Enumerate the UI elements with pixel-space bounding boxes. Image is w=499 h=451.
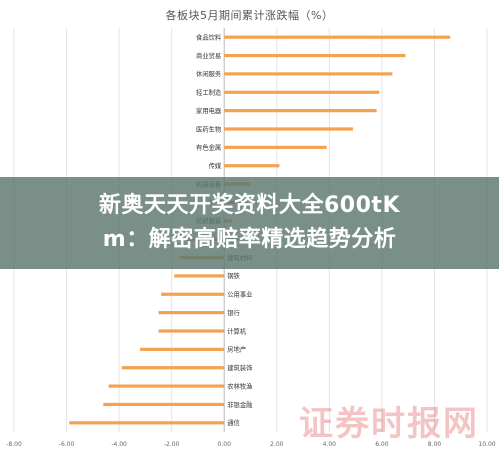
category-label: 轻工制造	[196, 88, 222, 97]
bar	[69, 421, 225, 425]
bar	[224, 145, 327, 149]
category-label: 通信	[227, 418, 240, 427]
x-tick-label: 0.00	[218, 441, 232, 448]
chart-title: 各板块5月期间累计涨跌幅（%）	[165, 9, 334, 22]
x-tick-label: 2.00	[270, 441, 284, 448]
category-label: 商业贸易	[196, 51, 221, 60]
bar	[121, 366, 225, 370]
x-tick-label: 6.00	[375, 441, 389, 448]
category-label: 食品饮料	[196, 32, 222, 41]
category-label: 计算机	[227, 326, 247, 335]
bar	[224, 35, 451, 39]
bar	[224, 127, 353, 131]
category-label: 有色金属	[196, 143, 221, 152]
bar	[158, 329, 225, 333]
bar	[103, 402, 225, 407]
category-label: 休闲服务	[196, 69, 222, 78]
bar	[158, 311, 225, 315]
category-label: 农林牧渔	[227, 381, 252, 390]
category-label: 钢铁	[227, 271, 240, 280]
category-label: 传媒	[209, 161, 222, 170]
x-tick-label: -6.00	[59, 441, 75, 448]
banner-line-1: 新奥天天开奖资料大全600tK	[99, 193, 400, 218]
x-tick-label: 4.00	[323, 441, 337, 448]
bar	[224, 72, 393, 76]
banner-line-2: m：解密高赔率精选趋势分析	[102, 227, 397, 252]
x-tick-label: 8.00	[428, 441, 442, 448]
promo-banner: 新奥天天开奖资料大全600tK m：解密高赔率精选趋势分析	[0, 177, 499, 269]
category-label: 房地产	[227, 345, 246, 354]
bar	[140, 347, 225, 351]
bar	[224, 164, 280, 168]
x-tick-label: -8.00	[6, 441, 22, 448]
category-label: 医药生物	[196, 124, 221, 133]
category-label: 建筑装饰	[227, 363, 252, 372]
bar	[174, 274, 225, 278]
bar	[224, 53, 406, 58]
watermark-logo: 证券时报网	[299, 404, 479, 444]
bar	[161, 292, 225, 296]
category-label: 非银金融	[227, 400, 253, 409]
category-label: 家用电器	[196, 106, 222, 115]
x-tick-label: -2.00	[164, 441, 180, 448]
category-label: 公用事业	[227, 290, 252, 299]
x-tick-label: -4.00	[111, 441, 127, 448]
bar	[108, 384, 225, 388]
bar	[224, 90, 380, 94]
bar	[224, 109, 377, 113]
category-label: 银行	[227, 308, 240, 317]
x-tick-label: 10.00	[478, 441, 495, 448]
